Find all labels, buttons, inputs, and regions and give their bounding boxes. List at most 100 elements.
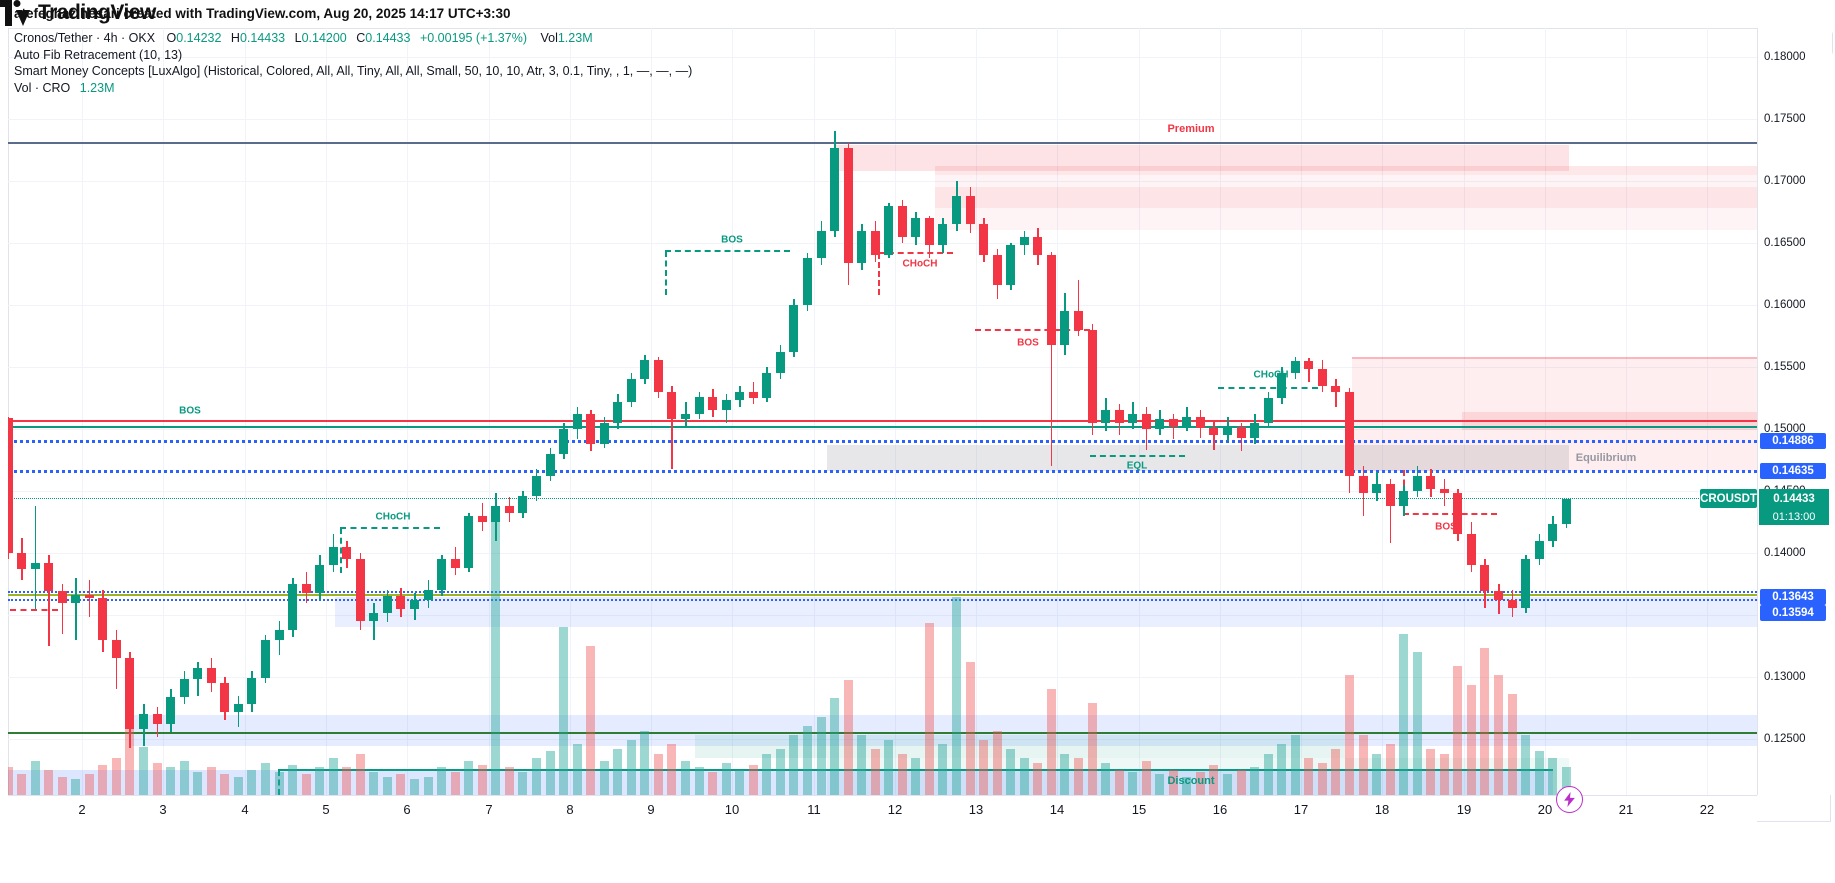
- tradingview-attribution-logo[interactable]: TradingView: [0, 0, 1835, 26]
- volume-bar: [531, 758, 541, 795]
- open-value: 0.14232: [176, 31, 222, 45]
- candle: [1195, 416, 1205, 428]
- volume-label: Vol: [540, 31, 558, 45]
- indicator-vol-row[interactable]: Vol · CRO 1.23M: [14, 80, 692, 97]
- candle: [1372, 483, 1382, 494]
- volume-bar: [1304, 758, 1314, 795]
- candle: [1128, 414, 1138, 423]
- structure-dashed-line: [1403, 513, 1497, 515]
- volume-bar: [233, 776, 243, 795]
- candle: [1412, 476, 1422, 491]
- volume-bar: [1087, 703, 1097, 795]
- volume-bar: [789, 735, 799, 795]
- candle: [924, 218, 934, 246]
- candle: [1223, 426, 1232, 436]
- candle: [1304, 360, 1314, 370]
- volume-bar: [572, 744, 582, 795]
- smc-zone: [935, 187, 1757, 208]
- time-axis-label: 2: [78, 802, 86, 817]
- time-axis-label: 6: [403, 802, 411, 817]
- horizontal-gridline: [8, 305, 1757, 306]
- volume-bar: [1507, 693, 1517, 795]
- volume-bar: [464, 760, 474, 795]
- smc-zone: [827, 758, 1569, 795]
- smc-label-bos: BOS: [1017, 337, 1039, 349]
- level-line: [8, 498, 1757, 499]
- vertical-gridline: [1464, 28, 1465, 795]
- volume-bar: [1114, 769, 1124, 795]
- volume-bar: [775, 749, 785, 795]
- candle: [369, 612, 379, 622]
- candle-wick: [88, 580, 91, 618]
- candle: [315, 565, 325, 593]
- volume-bar: [396, 774, 406, 795]
- volume-bar: [1168, 769, 1178, 795]
- candle: [1494, 591, 1503, 601]
- candle-wick: [48, 555, 50, 646]
- volume-bar: [1250, 767, 1260, 795]
- volume-bar: [125, 721, 135, 795]
- horizontal-gridline: [8, 57, 1757, 58]
- candle: [626, 379, 636, 402]
- volume-bar: [44, 769, 54, 795]
- tradingview-logo-icon: [0, 0, 30, 26]
- candle: [1277, 373, 1287, 398]
- vertical-gridline: [489, 28, 490, 795]
- candle: [1006, 245, 1016, 286]
- vertical-gridline: [326, 28, 327, 795]
- horizontal-gridline: [8, 181, 1757, 182]
- volume-bar: [979, 739, 989, 795]
- horizontal-gridline: [8, 739, 1757, 740]
- volume-bar: [1033, 762, 1043, 795]
- volume-bar: [1358, 735, 1368, 795]
- candle: [1087, 329, 1097, 423]
- structure-dashed-line: [665, 250, 790, 252]
- candle: [1453, 493, 1463, 535]
- volume-bar: [1101, 762, 1111, 795]
- volume-bar: [98, 765, 108, 795]
- indicator-smc-row[interactable]: Smart Money Concepts [LuxAlgo] (Historic…: [14, 64, 693, 78]
- volume-bar: [952, 597, 961, 795]
- instant-trading-button[interactable]: [1556, 786, 1583, 813]
- price-axis[interactable]: 0.18000 0.17500 0.17000 0.16500 0.16000 0.155…: [1757, 28, 1832, 795]
- candle: [139, 714, 148, 730]
- candle: [382, 596, 392, 613]
- volume-bar: [721, 762, 731, 795]
- volume-bar: [111, 758, 121, 795]
- horizontal-gridline: [8, 615, 1757, 616]
- price-axis-label: 0.16000: [1764, 299, 1806, 311]
- smc-zone: [935, 208, 1757, 230]
- volume-bar: [1141, 760, 1151, 795]
- smc-zone: [935, 175, 1757, 187]
- level-line: [8, 142, 1757, 144]
- candle: [152, 714, 162, 725]
- volume-bar: [911, 758, 921, 795]
- smc-zone: [130, 715, 1757, 746]
- volume-bar: [1060, 753, 1070, 795]
- candle: [410, 600, 419, 609]
- candle: [71, 595, 81, 603]
- candle: [1290, 360, 1300, 374]
- candle: [1236, 426, 1246, 438]
- level-line: [8, 732, 1757, 734]
- symbol-ohlc-row[interactable]: Cronos/Tether · 4h · OKX O0.14232 H0.144…: [14, 30, 692, 47]
- indicator-fib-row[interactable]: Auto Fib Retracement (10, 13): [14, 47, 183, 62]
- structure-dashed-line: [1090, 455, 1185, 457]
- close-label: C: [356, 31, 366, 45]
- volume-bar: [1480, 647, 1490, 795]
- volume-bar: [870, 749, 880, 795]
- volume-bar: [843, 680, 853, 795]
- vertical-gridline: [1220, 28, 1221, 795]
- price-axis-label: 0.14000: [1764, 547, 1806, 559]
- vertical-gridline: [245, 28, 246, 795]
- horizontal-gridline: [8, 491, 1757, 492]
- volume-bar: [816, 716, 826, 795]
- volume-bar: [1399, 634, 1409, 795]
- vertical-gridline: [407, 28, 408, 795]
- time-axis[interactable]: 2 3 4 5 6 7 8 9 10 11 12 13 14 15 16 17 18 19 20 21 22: [8, 795, 1757, 823]
- candle: [599, 422, 609, 444]
- smc-zone: [335, 597, 1757, 627]
- candle: [342, 546, 352, 560]
